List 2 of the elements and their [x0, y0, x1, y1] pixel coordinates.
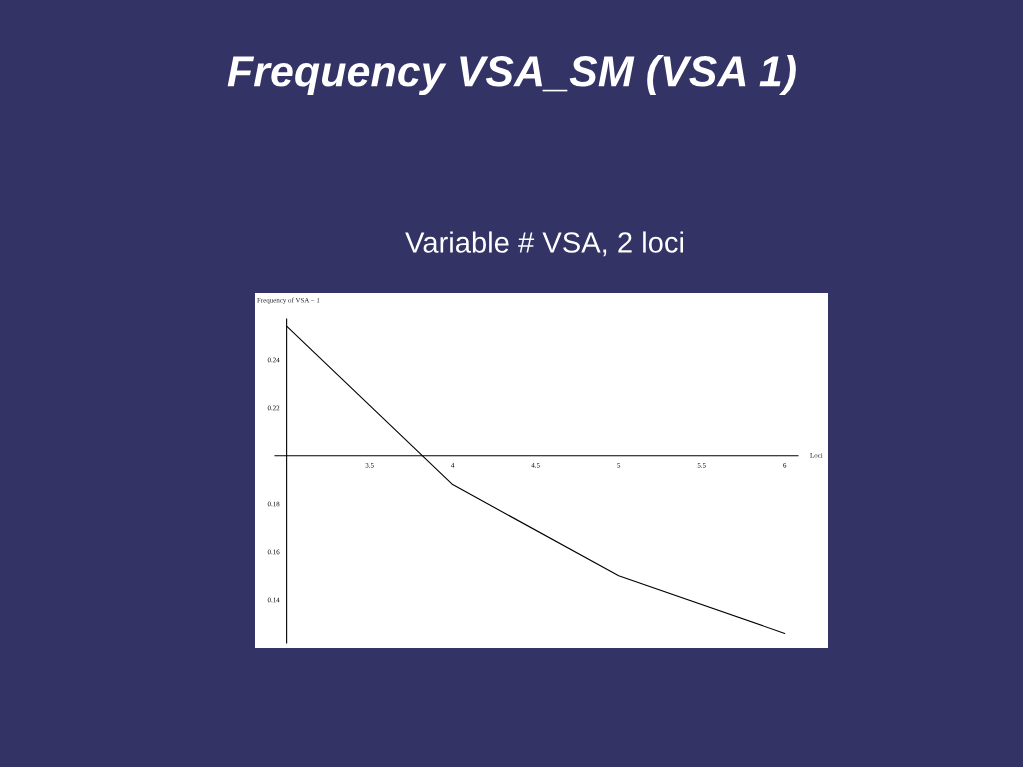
chart-subtitle: Variable # VSA, 2 loci — [405, 231, 684, 257]
chart-title: Frequency VSA_SM (VSA 1) — [227, 54, 796, 96]
